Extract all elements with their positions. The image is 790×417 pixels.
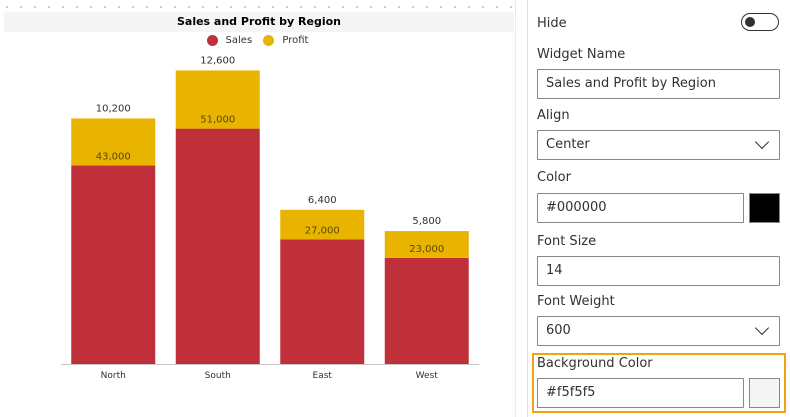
- data-label-sales: 43,000: [96, 152, 131, 163]
- color-input[interactable]: #000000: [537, 193, 744, 223]
- chart-title: Sales and Profit by Region: [4, 12, 514, 32]
- x-tick-label: West: [416, 371, 439, 381]
- hide-label: Hide: [537, 16, 567, 31]
- bar-sales-west[interactable]: [384, 257, 469, 364]
- x-tick-label: North: [101, 371, 126, 381]
- font-weight-label: Font Weight: [537, 294, 615, 309]
- chart-legend: Sales Profit: [0, 35, 515, 51]
- align-label: Align: [537, 108, 570, 123]
- font-size-label: Font Size: [537, 234, 597, 249]
- color-swatch[interactable]: [749, 193, 780, 223]
- background-color-highlight: [532, 353, 786, 413]
- legend-label-profit: Profit: [282, 35, 309, 46]
- font-weight-value: 600: [546, 323, 571, 338]
- color-label: Color: [537, 170, 571, 185]
- legend-item-sales[interactable]: Sales: [206, 35, 253, 46]
- data-label-profit: 10,200: [96, 103, 131, 114]
- drag-handle[interactable]: [0, 6, 515, 8]
- chevron-down-icon: [754, 320, 770, 336]
- legend-swatch-profit: [263, 35, 275, 46]
- hide-toggle[interactable]: [741, 13, 779, 31]
- toggle-knob: [745, 16, 755, 27]
- background-color-swatch[interactable]: [749, 378, 780, 408]
- legend-item-profit[interactable]: Profit: [263, 35, 308, 46]
- background-color-label: Background Color: [537, 356, 653, 371]
- bar-profit-south[interactable]: [175, 70, 260, 129]
- bar-profit-east[interactable]: [280, 209, 365, 240]
- bar-profit-west[interactable]: [384, 231, 469, 258]
- bar-profit-north[interactable]: [71, 118, 156, 166]
- x-tick-label: South: [205, 371, 231, 381]
- data-label-sales: 23,000: [409, 244, 444, 255]
- font-size-input[interactable]: 14: [537, 256, 780, 286]
- chart-plot: 43,000 10,200 North 51,000 12,600 South 27,000…: [61, 55, 479, 381]
- font-weight-select[interactable]: 600: [537, 316, 780, 346]
- panel-divider: [515, 0, 516, 417]
- x-tick-label: East: [313, 371, 333, 381]
- legend-swatch-sales: [206, 35, 218, 46]
- properties-panel: Hide Widget Name Sales and Profit by Reg…: [527, 0, 790, 417]
- widget-name-input[interactable]: Sales and Profit by Region: [537, 69, 780, 99]
- data-label-sales: 51,000: [200, 115, 235, 126]
- background-color-input[interactable]: #f5f5f5: [537, 378, 744, 408]
- chart-widget[interactable]: Sales and Profit by Region Sales Profit …: [0, 0, 515, 417]
- bar-sales-north[interactable]: [71, 165, 156, 364]
- bar-sales-east[interactable]: [280, 239, 365, 364]
- data-label-profit: 6,400: [308, 195, 337, 206]
- data-label-sales: 27,000: [305, 225, 340, 236]
- legend-label-sales: Sales: [225, 35, 253, 46]
- widget-name-label: Widget Name: [537, 47, 626, 62]
- data-label-profit: 5,800: [412, 216, 441, 227]
- align-select[interactable]: Center: [537, 130, 780, 160]
- data-label-profit: 12,600: [200, 55, 235, 66]
- chevron-down-icon: [754, 134, 770, 150]
- bar-sales-south[interactable]: [175, 128, 260, 364]
- align-value: Center: [546, 137, 590, 152]
